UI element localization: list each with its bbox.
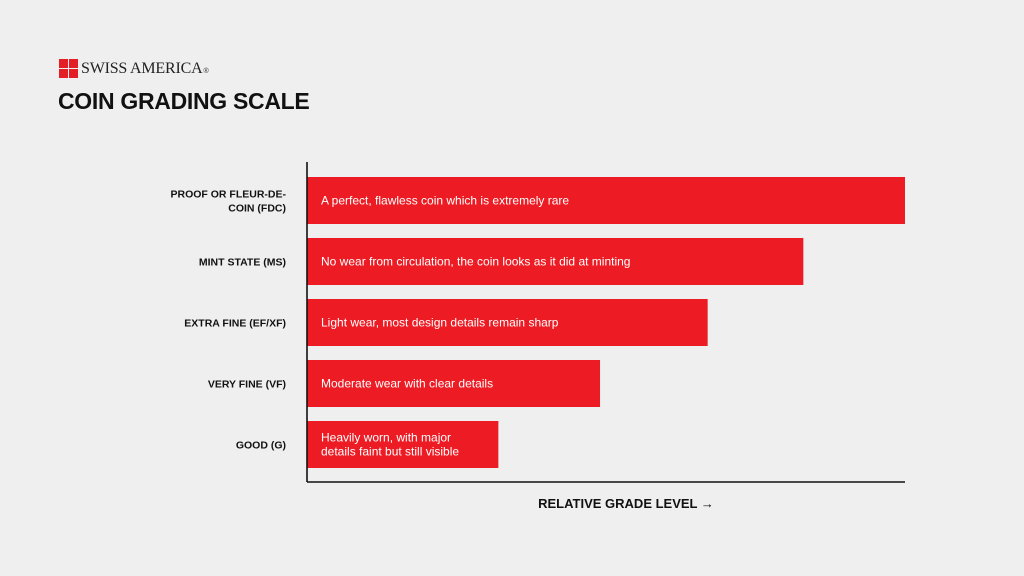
category-label: EXTRA FINE (EF/XF)	[184, 318, 286, 330]
bar	[307, 238, 804, 285]
bar	[307, 421, 499, 468]
bar-label: Heavily worn, with major details faint bu…	[321, 431, 459, 459]
bar-label: Moderate wear with clear details	[321, 377, 493, 391]
brand-logo: SWISS AMERICA ®	[59, 59, 209, 78]
category-label: GOOD (G)	[236, 440, 286, 452]
category-label: MINT STATE (MS)	[199, 257, 286, 269]
registered-mark-icon: ®	[203, 68, 209, 75]
chart-title: COIN GRADING SCALE	[58, 88, 310, 114]
x-axis-label: RELATIVE GRADE LEVEL →	[538, 496, 714, 511]
bar-label: A perfect, flawless coin which is extrem…	[321, 194, 569, 208]
bar	[307, 299, 708, 346]
axes-layer	[306, 162, 905, 483]
bar-label: Light wear, most design details remain s…	[321, 316, 559, 330]
bar	[307, 360, 601, 407]
bar	[307, 177, 905, 224]
labels-layer: A perfect, flawless coin which is extrem…	[171, 189, 631, 459]
category-label: VERY FINE (VF)	[208, 379, 286, 391]
category-label: PROOF OR FLEUR-DE-COIN (FDC)	[171, 189, 287, 215]
brand-name: SWISS AMERICA	[81, 59, 203, 77]
bar-label: No wear from circulation, the coin looks…	[321, 255, 630, 269]
bars-layer	[307, 177, 905, 468]
logo-mark-icon	[59, 59, 78, 78]
